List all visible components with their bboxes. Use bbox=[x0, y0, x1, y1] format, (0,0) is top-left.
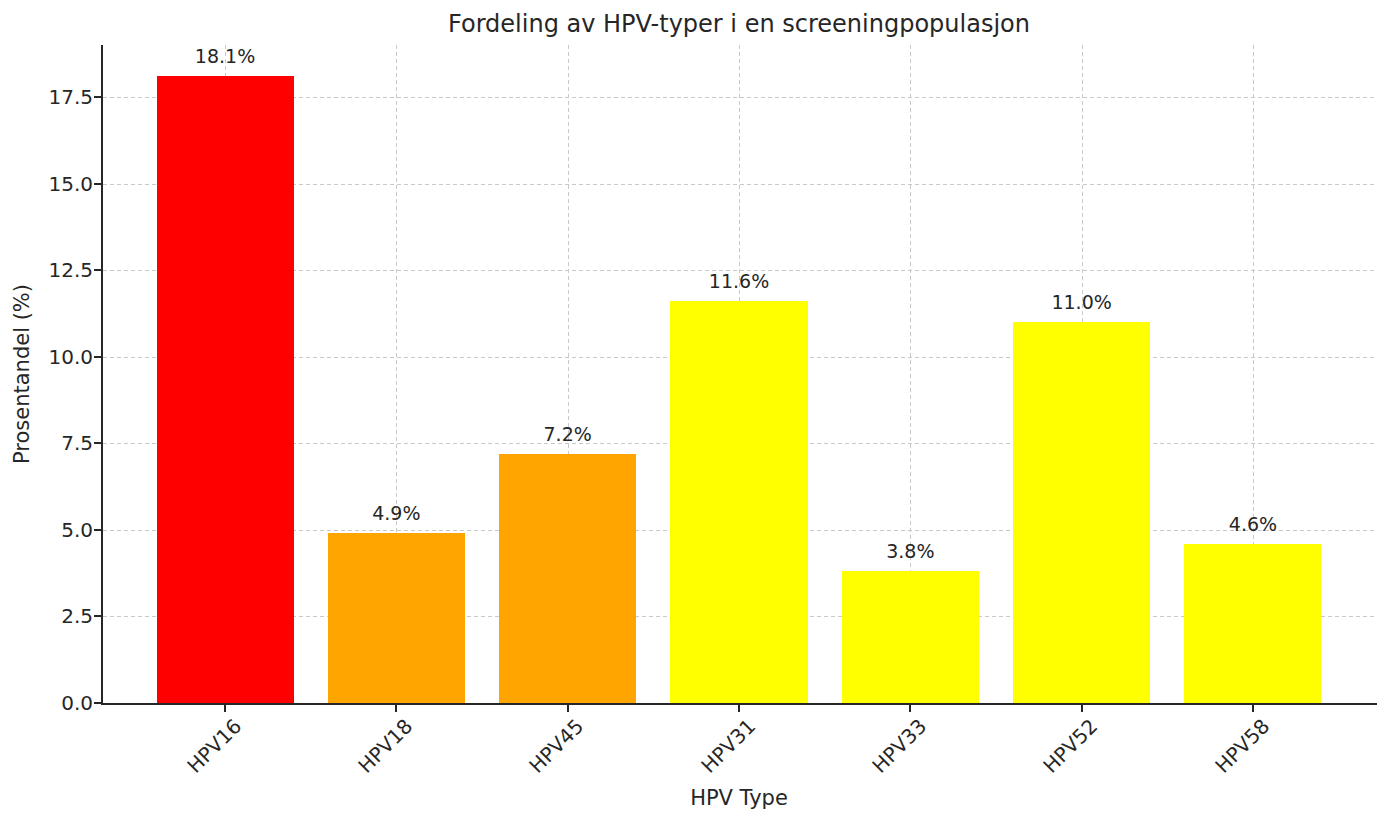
x-tick-label-HPV16: HPV16 bbox=[182, 714, 246, 778]
y-tick-label: 10.0 bbox=[48, 345, 93, 369]
y-axis-spine bbox=[101, 45, 103, 705]
y-axis-label: Prosentandel (%) bbox=[10, 284, 34, 464]
y-tick-label: 5.0 bbox=[61, 518, 93, 542]
y-tick-mark bbox=[94, 269, 101, 271]
bar-value-label-HPV58: 4.6% bbox=[1229, 513, 1277, 535]
chart-title: Fordeling av HPV-typer i en screeningpop… bbox=[103, 10, 1375, 38]
x-tick-label-HPV33: HPV33 bbox=[867, 714, 931, 778]
bar-HPV52 bbox=[1013, 322, 1150, 703]
y-tick-label: 2.5 bbox=[61, 604, 93, 628]
bar-value-label-HPV52: 11.0% bbox=[1051, 291, 1111, 313]
x-tick-mark bbox=[1081, 705, 1083, 712]
x-tick-mark bbox=[1252, 705, 1254, 712]
plot-area: 18.1% 4.9% 7.2% 11.6% 3.8% 11.0% 4.6% bbox=[103, 45, 1375, 703]
y-tick-label: 7.5 bbox=[61, 431, 93, 455]
bar-value-label-HPV18: 4.9% bbox=[372, 502, 420, 524]
y-tick-mark bbox=[94, 183, 101, 185]
x-tick-mark bbox=[909, 705, 911, 712]
y-tick-mark bbox=[94, 442, 101, 444]
bar-value-label-HPV45: 7.2% bbox=[544, 423, 592, 445]
bar-HPV58 bbox=[1184, 544, 1321, 703]
y-tick-label: 0.0 bbox=[61, 691, 93, 715]
y-tick-mark bbox=[94, 96, 101, 98]
x-tick-label-HPV45: HPV45 bbox=[525, 714, 589, 778]
bar-value-label-HPV31: 11.6% bbox=[709, 270, 769, 292]
bar-value-label-HPV33: 3.8% bbox=[886, 540, 934, 562]
x-tick-mark bbox=[738, 705, 740, 712]
x-tick-label-HPV52: HPV52 bbox=[1039, 714, 1103, 778]
y-tick-mark bbox=[94, 615, 101, 617]
bar-HPV31 bbox=[670, 301, 807, 703]
y-tick-label: 12.5 bbox=[48, 258, 93, 282]
x-tick-label-HPV18: HPV18 bbox=[354, 714, 418, 778]
y-tick-label: 15.0 bbox=[48, 172, 93, 196]
x-axis-label: HPV Type bbox=[103, 786, 1375, 810]
bar-HPV18 bbox=[328, 533, 465, 703]
x-tick-label-HPV31: HPV31 bbox=[696, 714, 760, 778]
bar-HPV33 bbox=[842, 571, 979, 703]
x-tick-mark bbox=[224, 705, 226, 712]
bar-value-label-HPV16: 18.1% bbox=[195, 45, 255, 67]
bar-HPV45 bbox=[499, 454, 636, 703]
y-tick-mark bbox=[94, 356, 101, 358]
x-tick-label-HPV58: HPV58 bbox=[1210, 714, 1274, 778]
y-tick-mark bbox=[94, 529, 101, 531]
bar-chart-figure: Fordeling av HPV-typer i en screeningpop… bbox=[0, 0, 1386, 827]
bar-HPV16 bbox=[157, 76, 294, 703]
y-tick-label: 17.5 bbox=[48, 85, 93, 109]
x-tick-mark bbox=[567, 705, 569, 712]
y-tick-mark bbox=[94, 702, 101, 704]
x-tick-mark bbox=[395, 705, 397, 712]
